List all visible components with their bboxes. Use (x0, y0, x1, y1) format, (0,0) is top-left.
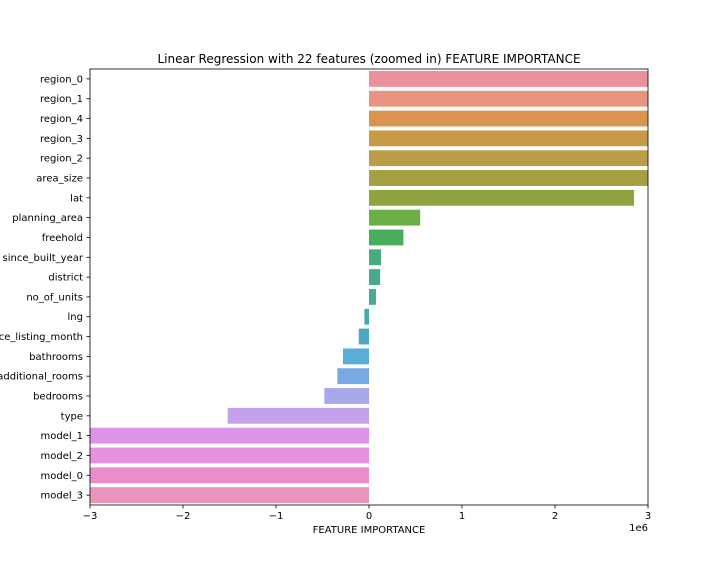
bar-area_size (369, 170, 648, 186)
x-tick-label: −3 (83, 511, 98, 522)
y-tick-label: planning_area (12, 213, 83, 224)
x-tick-label: −2 (176, 511, 191, 522)
y-tick-label: since_built_year (3, 253, 84, 264)
y-tick-label: freehold (42, 233, 83, 244)
x-axis: −3 −2 −1 0 1 2 3 (83, 505, 651, 522)
bar-region_3 (369, 130, 648, 147)
bar-type (227, 407, 369, 424)
bar-model_3 (90, 487, 370, 504)
bar-since_listing_month (358, 328, 369, 345)
x-tick-label: 3 (645, 511, 651, 522)
y-tick-label: no_of_units (26, 292, 83, 303)
y-tick-label: region_2 (40, 154, 83, 165)
bar-planning_area (369, 209, 421, 226)
y-tick-label: bedrooms (33, 392, 83, 403)
bar-bathrooms (342, 348, 369, 365)
bar-bedrooms (324, 388, 369, 404)
y-tick-label: region_1 (40, 94, 83, 105)
y-tick-label: since_listing_month (0, 332, 83, 343)
y-tick-label: area_size (36, 174, 83, 185)
y-tick-label: region_4 (40, 114, 83, 125)
y-tick-label: model_2 (41, 451, 84, 462)
bar-region_4 (369, 110, 648, 127)
y-tick-label: lng (68, 312, 83, 323)
bar-region_1 (369, 90, 648, 107)
x-tick-label: 1 (459, 511, 465, 522)
x-axis-offset-label: 1e6 (629, 523, 648, 534)
bars-group (90, 70, 648, 504)
bar-district (369, 269, 381, 286)
bar-since_built_year (369, 249, 382, 266)
x-tick-label: 0 (366, 511, 372, 522)
y-tick-label: region_0 (40, 74, 83, 85)
y-tick-label: lat (70, 193, 83, 204)
y-axis: region_0 region_1 region_4 region_3 region_2… (0, 74, 90, 502)
bar-lng (364, 308, 369, 325)
y-tick-label: model_1 (41, 431, 84, 442)
y-tick-label: model_0 (41, 471, 84, 482)
x-axis-label: FEATURE IMPORTANCE (313, 525, 426, 536)
bar-region_2 (369, 150, 648, 167)
x-tick-label: 2 (552, 511, 558, 522)
bar-model_1 (90, 427, 369, 444)
bar-region_0 (369, 70, 648, 87)
y-tick-label: region_3 (40, 134, 83, 145)
bar-no_of_units (369, 288, 376, 305)
bar-model_2 (90, 447, 370, 464)
y-tick-label: bathrooms (29, 352, 83, 363)
y-tick-label: district (48, 273, 83, 284)
bar-freehold (369, 229, 404, 246)
bar-additional_rooms (337, 368, 369, 385)
chart-title: Linear Regression with 22 features (zoom… (157, 52, 580, 66)
y-tick-label: additional_rooms (0, 372, 83, 383)
y-tick-label: model_3 (41, 491, 84, 502)
bar-model_0 (90, 467, 369, 484)
x-tick-label: −1 (269, 511, 284, 522)
y-tick-label: type (61, 411, 83, 422)
plot-frame (89, 68, 649, 506)
bar-lat (369, 189, 635, 206)
